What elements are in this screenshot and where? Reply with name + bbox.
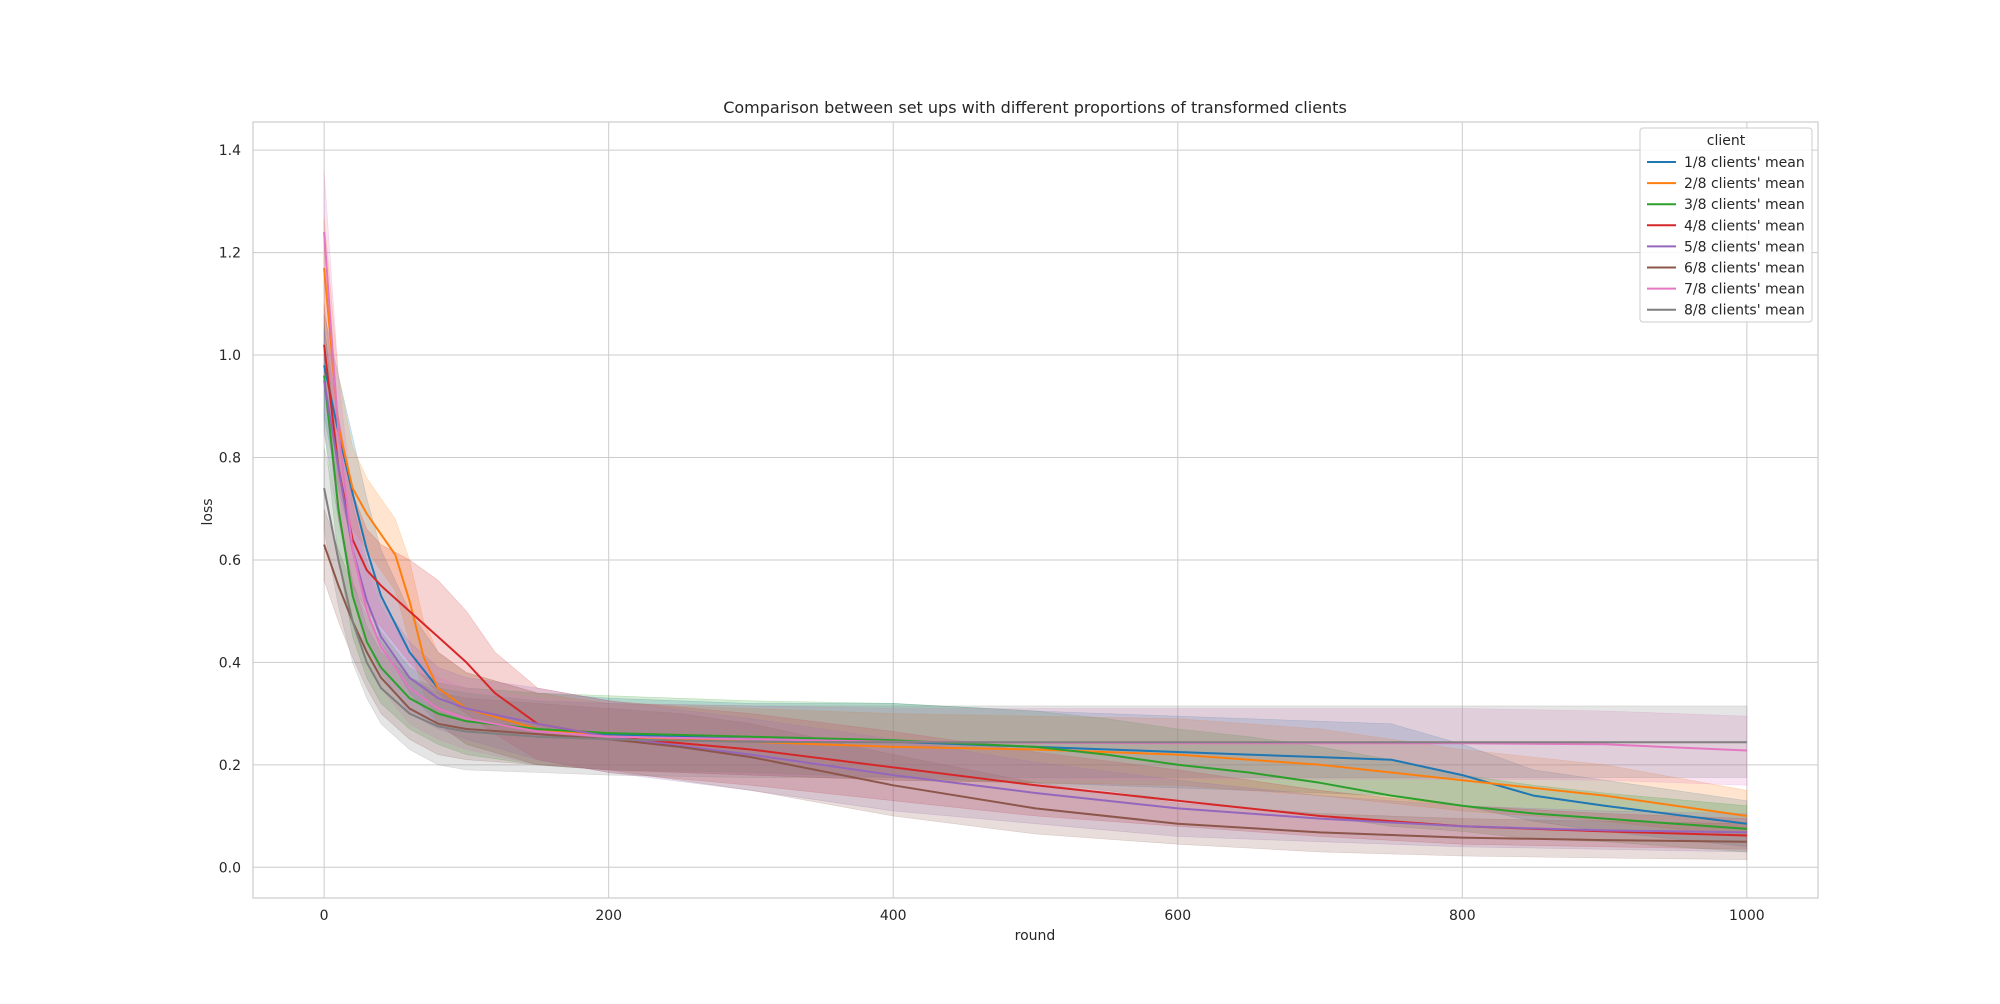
y-tick-label: 0.0 [219, 860, 241, 876]
legend-title: client [1707, 133, 1746, 149]
x-tick-label: 400 [880, 908, 907, 924]
legend: client 1/8 clients' mean 2/8 clients' mea… [1639, 127, 1813, 323]
axes-frame [252, 121, 1819, 899]
y-tick-label: 1.4 [219, 143, 241, 159]
legend-label: 8/8 clients' mean [1684, 303, 1805, 319]
x-tick-label: 1000 [1729, 908, 1765, 924]
y-tick-label: 1.0 [219, 348, 241, 364]
series-line [323, 375, 1747, 830]
legend-label: 5/8 clients' mean [1684, 239, 1805, 255]
x-axis-label: round [1015, 928, 1056, 944]
legend-entries: 1/8 clients' mean 2/8 clients' mean 3/8 cl… [1647, 155, 1805, 319]
series-band [323, 170, 1748, 786]
y-tick-label: 0.8 [219, 450, 241, 466]
x-tick-label: 200 [595, 908, 622, 924]
legend-label: 7/8 clients' mean [1684, 282, 1805, 298]
y-axis-label: loss [200, 498, 216, 525]
tick-labels: 0 200 400 600 800 1000 0.0 0.2 0.4 0.6 0.8 1.0 1.2 1.… [219, 143, 1765, 924]
y-tick-label: 0.4 [219, 655, 241, 671]
plot-frame [252, 121, 1819, 899]
y-tick-label: 0.6 [219, 553, 241, 569]
y-tick-label: 1.2 [219, 246, 241, 262]
x-tick-label: 600 [1164, 908, 1191, 924]
series-line [323, 380, 1747, 834]
chart-title: Comparison between set ups with differen… [723, 98, 1347, 117]
legend-box [1639, 127, 1813, 323]
legend-label: 6/8 clients' mean [1684, 261, 1805, 277]
legend-label: 4/8 clients' mean [1684, 218, 1805, 234]
series-line [323, 488, 1747, 744]
series-band [323, 324, 1748, 853]
legend-label: 1/8 clients' mean [1684, 155, 1805, 171]
legend-label: 2/8 clients' mean [1684, 176, 1805, 192]
x-tick-label: 0 [320, 908, 329, 924]
series-band [323, 216, 1748, 837]
series-line [323, 267, 1748, 817]
series-band [323, 303, 1748, 850]
legend-label: 3/8 clients' mean [1684, 197, 1805, 213]
series-lines [323, 232, 1748, 843]
x-tick-label: 800 [1449, 908, 1476, 924]
y-tick-label: 0.2 [219, 758, 241, 774]
grid-layer [253, 122, 1818, 898]
